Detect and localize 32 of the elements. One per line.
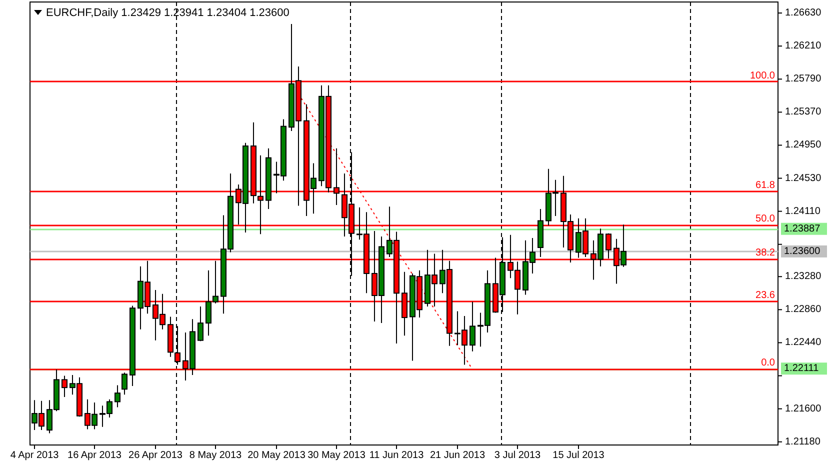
ref-line-label: 1.22111	[784, 363, 820, 374]
y-tick-label: 1.24110	[785, 206, 821, 217]
annotation: 23.6	[756, 290, 776, 302]
x-tick-label: 4 Apr 2013	[10, 450, 60, 461]
annotation: 38.2	[756, 248, 776, 259]
annotation: 0.0	[761, 358, 776, 369]
ref-line-label: 1.23887	[784, 223, 821, 234]
annotation: 50.0	[756, 214, 776, 225]
y-tick-label: 1.22860	[785, 304, 822, 316]
x-tick-label: 16 Apr 2013	[68, 450, 122, 461]
x-tick-label: 8 May 2013	[189, 450, 242, 461]
y-tick-label: 1.24530	[785, 172, 822, 184]
y-tick-label: 1.26630	[785, 8, 822, 19]
x-tick-label: 15 Jul 2013	[552, 450, 605, 461]
text: EURCHF,Daily 1.23429 1.23941 1.23404 1.23600	[46, 7, 290, 19]
x-tick-label: 30 May 2013	[308, 450, 366, 461]
x-tick-label: 26 Apr 2013	[128, 450, 183, 461]
y-tick-label: 1.21600	[785, 403, 822, 414]
annotation: 61.8	[756, 180, 776, 191]
ref-line-label: 1.23600	[784, 246, 821, 257]
x-tick-label: 20 May 2013	[248, 450, 306, 461]
y-tick-label: 1.25370	[785, 106, 822, 118]
x-tick-label: 11 Jun 2013	[369, 450, 424, 461]
y-tick-label: 1.24950	[785, 140, 822, 151]
y-tick-label: 1.25790	[785, 74, 822, 85]
annotation: 100.0	[750, 70, 776, 82]
y-tick-label: 1.23280	[785, 271, 822, 282]
y-tick-label: 1.26210	[785, 40, 822, 52]
y-tick-label: 1.21180	[785, 436, 821, 448]
x-tick-label: 3 Jul 2013	[494, 450, 542, 461]
x-tick-label: 21 Jun 2013	[430, 450, 486, 461]
y-tick-label: 1.22440	[785, 337, 822, 348]
